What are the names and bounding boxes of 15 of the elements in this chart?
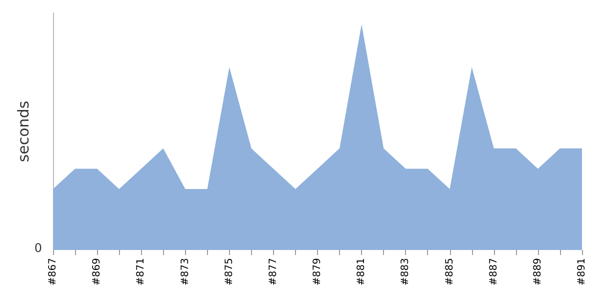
x-tick-label: #877 bbox=[268, 258, 279, 286]
x-tick-label: #871 bbox=[136, 258, 147, 286]
x-tick-label: #873 bbox=[180, 258, 191, 286]
x-tick-label: #887 bbox=[488, 258, 500, 286]
text: 0 bbox=[34, 241, 42, 255]
x-tick-label: #881 bbox=[356, 258, 368, 286]
x-tick-label: #869 bbox=[92, 258, 103, 286]
x-tick-label: #883 bbox=[400, 258, 412, 286]
x-tick-label: #885 bbox=[444, 258, 456, 286]
y-axis-title: seconds bbox=[14, 100, 32, 162]
x-tick-label: #879 bbox=[312, 258, 323, 286]
x-tick-label: #875 bbox=[224, 258, 235, 286]
x-tick-label: #891 bbox=[576, 258, 588, 286]
x-tick-label: #889 bbox=[532, 258, 544, 286]
x-tick-label: #867 bbox=[48, 258, 58, 286]
